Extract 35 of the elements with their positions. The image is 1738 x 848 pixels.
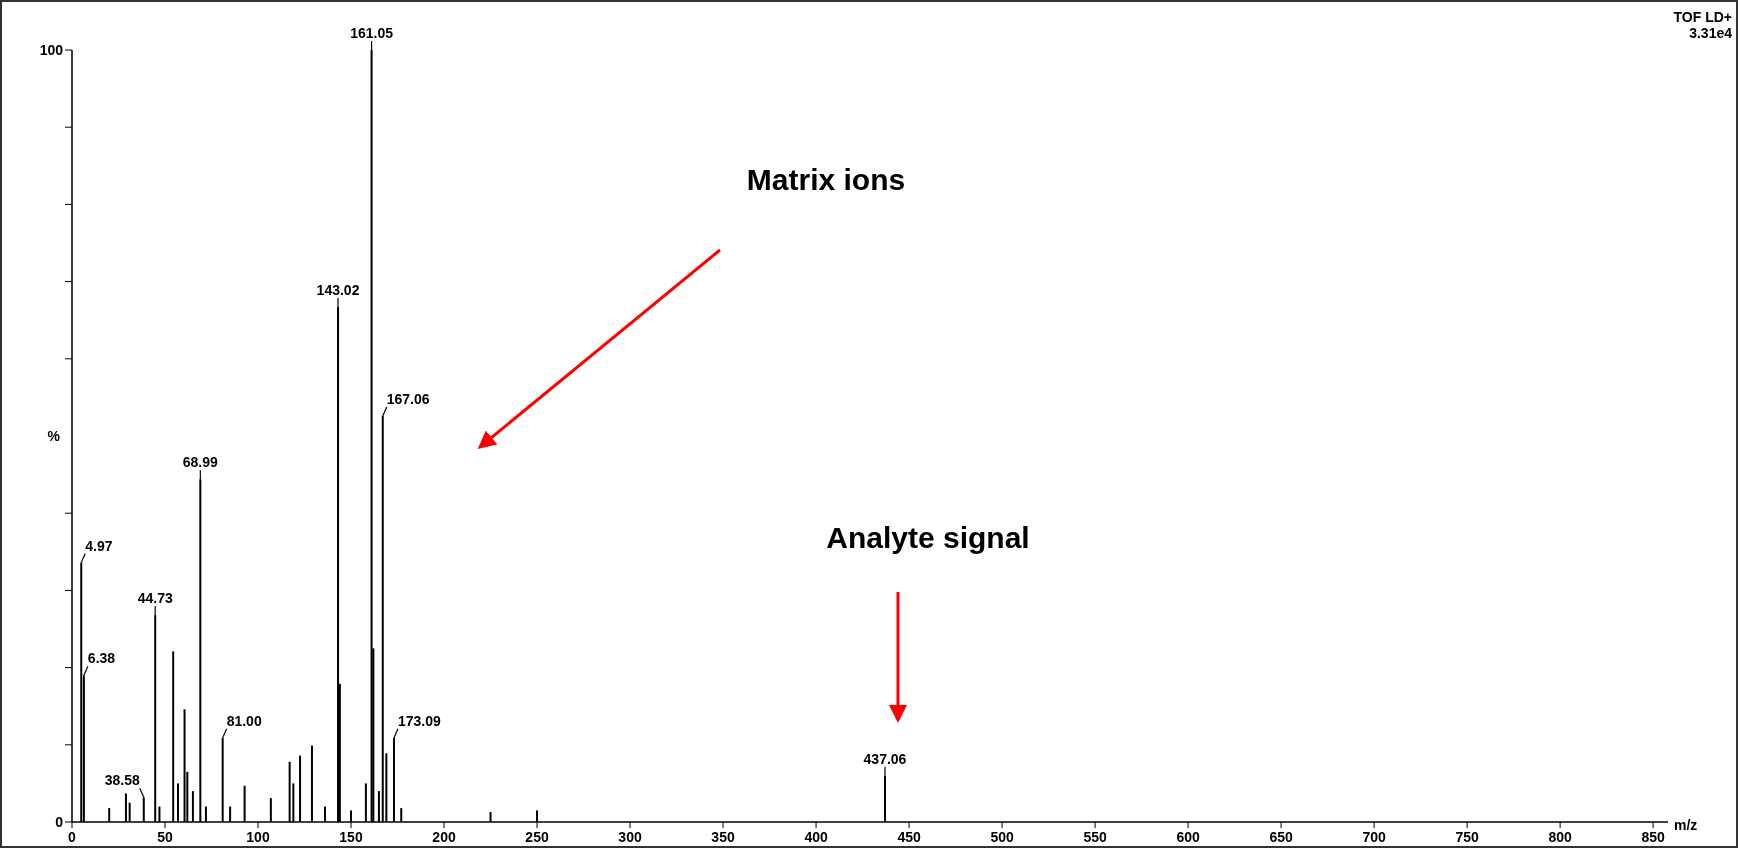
annotation: 68.99 — [182, 454, 219, 471]
annotation: 81.00 — [226, 712, 262, 729]
x-tick-label: 800 — [1548, 829, 1572, 845]
x-tick-label: 700 — [1362, 829, 1386, 845]
annotation: 143.02 — [316, 282, 360, 299]
annotation: 44.73 — [137, 590, 173, 607]
x-tick-label: 600 — [1176, 829, 1200, 845]
x-tick-label: 50 — [157, 829, 173, 845]
annotation: Analyte signal — [826, 521, 1030, 554]
annotation: 6.38 — [87, 650, 116, 667]
x-tick-label: 100 — [246, 829, 270, 845]
annotation: 437.06 — [863, 750, 907, 767]
x-tick-label: 850 — [1641, 829, 1666, 845]
x-tick-label: 150 — [339, 829, 363, 845]
annotation: Matrix ions — [746, 163, 906, 196]
text: TOF LD+ — [1673, 9, 1732, 25]
x-tick-label: 350 — [711, 829, 735, 845]
annotation: 4.97 — [85, 537, 113, 554]
annotation: 173.09 — [397, 712, 442, 729]
x-tick-label: 400 — [804, 829, 828, 845]
x-tick-label: 300 — [618, 829, 642, 845]
x-tick-label: 250 — [525, 829, 549, 845]
x-tick-label: 450 — [897, 829, 921, 845]
x-tick-label: 200 — [432, 829, 456, 845]
x-tick-label: 550 — [1083, 829, 1107, 845]
x-tick-label: 500 — [990, 829, 1014, 845]
y-axis-title: % — [47, 427, 61, 444]
x-tick-label: 650 — [1269, 829, 1293, 845]
annotation: 38.58 — [104, 772, 140, 789]
annotation: 161.05 — [350, 25, 394, 41]
annotation: 167.06 — [386, 390, 430, 407]
text: 3.31e4 — [1689, 25, 1733, 41]
x-axis-title: m/z — [1674, 817, 1698, 833]
x-tick-label: 0 — [68, 829, 77, 845]
x-tick-label: 750 — [1455, 829, 1479, 845]
